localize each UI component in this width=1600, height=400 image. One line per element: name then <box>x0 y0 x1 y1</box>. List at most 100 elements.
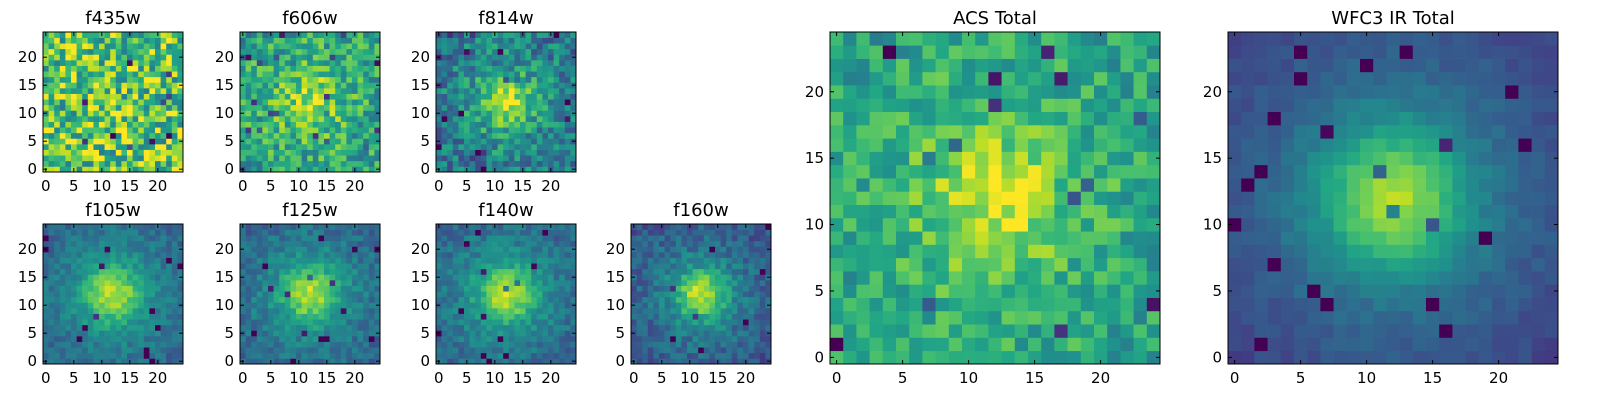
heatmap-cell <box>127 149 133 156</box>
heatmap-cell <box>559 155 566 162</box>
heatmap-cell <box>520 93 526 100</box>
heatmap-cell <box>155 347 161 354</box>
heatmap-cell <box>922 244 936 259</box>
heatmap-cell <box>548 144 554 150</box>
heatmap-cell <box>71 138 77 145</box>
heatmap-cell <box>692 296 699 303</box>
heatmap-cell <box>452 43 459 50</box>
heatmap-cell <box>240 43 246 50</box>
heatmap-cell <box>636 347 643 354</box>
heatmap-cell <box>324 144 330 150</box>
x-tick-label: 5 <box>266 369 276 387</box>
heatmap-cell <box>486 160 493 167</box>
heatmap-cell <box>340 224 347 230</box>
heatmap-cell <box>553 235 560 242</box>
heatmap-cell <box>548 121 554 128</box>
heatmap-cell <box>127 324 133 331</box>
heatmap-cell <box>720 330 727 337</box>
heatmap-cell <box>138 43 145 50</box>
heatmap-cell <box>171 76 178 83</box>
heatmap-cell <box>284 308 291 314</box>
heatmap-cell <box>54 116 61 122</box>
heatmap-cell <box>245 160 252 167</box>
y-tick-label: 5 <box>615 324 625 342</box>
heatmap-cell <box>312 229 319 236</box>
heatmap-cell <box>570 88 577 94</box>
heatmap-cell <box>87 336 94 342</box>
heatmap-cell <box>357 166 364 173</box>
heatmap-cell <box>245 121 252 128</box>
y-tick-label: 20 <box>606 240 625 258</box>
heatmap-cell <box>1107 284 1121 298</box>
heatmap-cell <box>110 60 117 66</box>
heatmap-cell <box>497 313 504 320</box>
heatmap-cell <box>149 127 156 134</box>
heatmap-cell <box>480 324 487 331</box>
heatmap-cell <box>262 285 269 292</box>
heatmap-cell <box>1133 324 1148 338</box>
heatmap-cell <box>127 302 133 309</box>
heatmap-cell <box>340 263 347 270</box>
heatmap-cell <box>720 268 727 275</box>
heatmap-cell <box>743 235 749 242</box>
heatmap-cell <box>65 319 72 326</box>
heatmap-cell <box>346 347 353 354</box>
heatmap-cell <box>525 65 532 72</box>
heatmap-cell <box>87 358 94 365</box>
heatmap-cell <box>324 155 330 162</box>
heatmap-cell <box>436 121 442 128</box>
heatmap-cell <box>525 296 532 303</box>
heatmap-cell <box>251 252 258 258</box>
heatmap-cell <box>43 149 49 156</box>
heatmap-cell <box>143 48 150 55</box>
heatmap-cell <box>54 324 61 331</box>
heatmap-cell <box>548 88 554 94</box>
heatmap-cell <box>636 352 643 359</box>
heatmap-cell <box>709 268 716 275</box>
heatmap-cell <box>335 116 342 122</box>
y-tick-label: 0 <box>420 352 430 370</box>
heatmap-cell <box>531 127 538 134</box>
heatmap-cell <box>715 296 721 303</box>
heatmap-cell <box>245 43 252 50</box>
heatmap-cell <box>664 330 671 337</box>
heatmap-cell <box>542 144 549 150</box>
heatmap-cell <box>312 324 319 331</box>
heatmap-cell <box>262 71 269 78</box>
heatmap-cell <box>171 330 178 337</box>
heatmap-cell <box>256 252 263 258</box>
heatmap-cell <box>475 71 482 78</box>
x-tick-label: 15 <box>317 369 336 387</box>
heatmap-cell <box>48 60 55 66</box>
heatmap-cell <box>480 54 487 61</box>
heatmap-cell <box>882 350 897 365</box>
heatmap-cell <box>458 37 465 44</box>
heatmap-cell <box>743 347 749 354</box>
heatmap-cell <box>65 274 72 281</box>
heatmap-cell <box>245 274 252 281</box>
heatmap-cell <box>171 138 178 145</box>
heatmap-cell <box>329 263 336 270</box>
heatmap-cell <box>279 121 286 128</box>
heatmap-cell <box>127 110 133 117</box>
heatmap-cell <box>335 166 342 173</box>
heatmap-cell <box>307 291 314 298</box>
heatmap-cell <box>245 37 252 44</box>
heatmap-cell <box>659 302 665 309</box>
heatmap-cell <box>166 268 173 275</box>
heatmap-cell <box>121 121 128 128</box>
heatmap-cell <box>726 302 733 309</box>
heatmap-cell <box>318 268 325 275</box>
heatmap-cell <box>642 324 649 331</box>
heatmap-cell <box>492 324 498 331</box>
heatmap-cell <box>279 352 286 359</box>
heatmap-cell <box>352 291 358 298</box>
heatmap-cell <box>346 138 353 145</box>
heatmap-cell <box>357 65 364 72</box>
heatmap-cell <box>869 244 884 259</box>
heatmap-cell <box>542 229 549 236</box>
heatmap-cell <box>110 71 117 78</box>
heatmap-cell <box>1054 350 1068 365</box>
heatmap-cell <box>480 246 487 253</box>
heatmap-cell <box>1028 350 1042 365</box>
